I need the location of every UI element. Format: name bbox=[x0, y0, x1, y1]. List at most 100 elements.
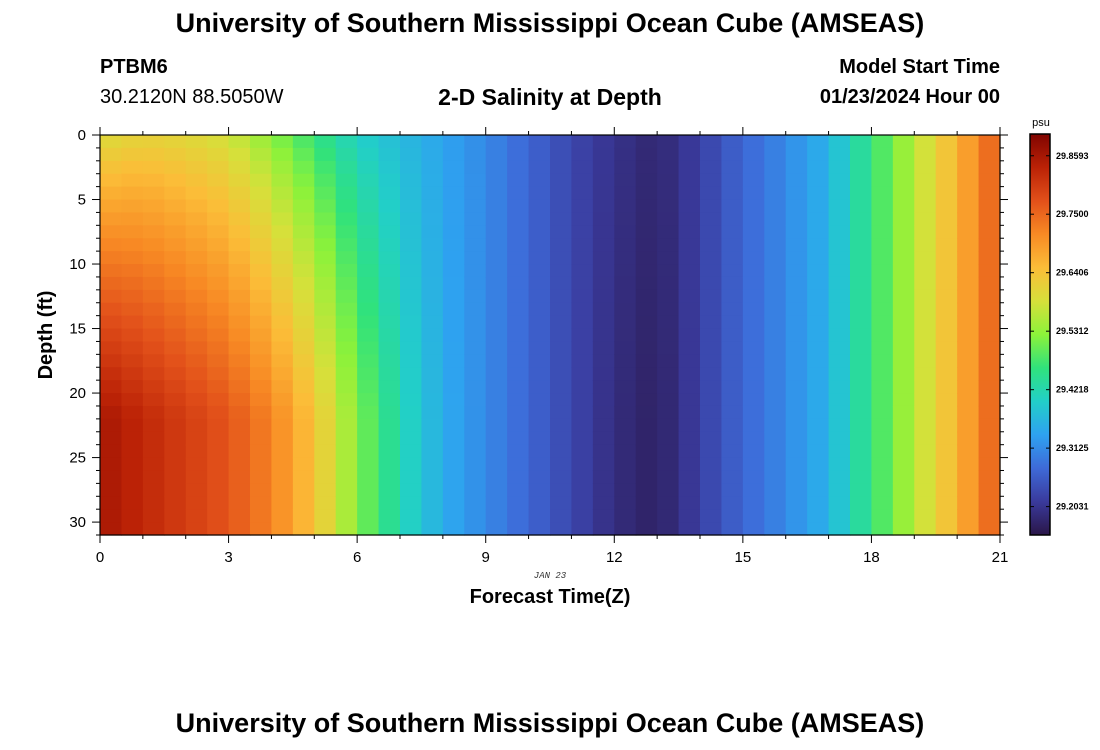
colorbar-tick-label: 29.8593 bbox=[1056, 151, 1089, 161]
heatmap-cell bbox=[592, 276, 615, 291]
heatmap-cell bbox=[357, 444, 380, 459]
heatmap-cell bbox=[635, 212, 658, 226]
heatmap-cell bbox=[507, 238, 530, 252]
heatmap-cell bbox=[271, 393, 294, 407]
heatmap-cell bbox=[935, 160, 958, 175]
heatmap-cell bbox=[850, 315, 873, 330]
heatmap-cell bbox=[978, 509, 1001, 523]
heatmap-cell bbox=[892, 393, 915, 407]
heatmap-cell bbox=[742, 496, 765, 510]
heatmap-cell bbox=[335, 251, 358, 265]
heatmap-cell bbox=[314, 264, 337, 278]
heatmap-cell bbox=[914, 457, 937, 472]
heatmap-cell bbox=[185, 238, 208, 252]
heatmap-cell bbox=[828, 483, 851, 497]
heatmap-cell bbox=[292, 276, 315, 291]
heatmap-cell bbox=[142, 225, 165, 239]
heatmap-cell bbox=[742, 457, 765, 472]
heatmap-cell bbox=[935, 483, 958, 497]
heatmap-cell bbox=[464, 289, 487, 304]
heatmap-cell bbox=[785, 457, 808, 472]
heatmap-cell bbox=[271, 522, 294, 536]
model-start-label: Model Start Time bbox=[839, 56, 1000, 78]
heatmap-cell bbox=[485, 276, 508, 291]
heatmap-cell bbox=[228, 315, 251, 330]
heatmap-cell bbox=[828, 418, 851, 433]
heatmap-cell bbox=[635, 238, 658, 252]
plot-frame bbox=[99, 134, 1001, 536]
heatmap-cell bbox=[592, 173, 615, 188]
heatmap-cell bbox=[657, 160, 680, 175]
heatmap-cell bbox=[721, 522, 744, 536]
heatmap-cell bbox=[742, 302, 765, 317]
heatmap-cell bbox=[378, 328, 401, 343]
heatmap-cell bbox=[785, 302, 808, 317]
heatmap-cell bbox=[378, 186, 401, 201]
heatmap-cell bbox=[614, 483, 637, 497]
heatmap-cell bbox=[442, 160, 465, 175]
heatmap-cell bbox=[935, 418, 958, 433]
heatmap-cell bbox=[828, 147, 851, 162]
heatmap-cell bbox=[892, 135, 915, 149]
heatmap-cell bbox=[207, 483, 230, 497]
heatmap-cell bbox=[742, 186, 765, 201]
heatmap-cell bbox=[528, 393, 551, 407]
heatmap-cell bbox=[850, 199, 873, 214]
heatmap-cell bbox=[657, 405, 680, 420]
heatmap-cell bbox=[485, 225, 508, 239]
heatmap-cell bbox=[700, 315, 723, 330]
heatmap-cell bbox=[678, 367, 701, 381]
heatmap-cell bbox=[100, 264, 123, 278]
heatmap-cell bbox=[871, 264, 894, 278]
heatmap-cell bbox=[657, 431, 680, 446]
heatmap-cell bbox=[978, 431, 1001, 446]
heatmap-cell bbox=[592, 509, 615, 523]
heatmap-cell bbox=[485, 173, 508, 188]
colorbar-tick-label: 29.4218 bbox=[1056, 385, 1089, 395]
heatmap-cell bbox=[442, 264, 465, 278]
heatmap-cell bbox=[292, 418, 315, 433]
x-tick-label: 0 bbox=[96, 549, 104, 566]
heatmap-cell bbox=[250, 212, 273, 226]
heatmap-cell bbox=[121, 328, 144, 343]
heatmap-cell bbox=[935, 444, 958, 459]
heatmap-cell bbox=[164, 238, 187, 252]
heatmap-cell bbox=[700, 393, 723, 407]
heatmap-cell bbox=[250, 328, 273, 343]
heatmap-cell bbox=[421, 199, 444, 214]
heatmap-cell bbox=[978, 496, 1001, 510]
heatmap-cell bbox=[378, 393, 401, 407]
heatmap-cell bbox=[657, 444, 680, 459]
heatmap-cell bbox=[528, 405, 551, 420]
heatmap-cell bbox=[164, 173, 187, 188]
heatmap-cell bbox=[378, 367, 401, 381]
heatmap-cell bbox=[100, 302, 123, 317]
heatmap-cell bbox=[785, 212, 808, 226]
heatmap-cell bbox=[314, 135, 337, 149]
heatmap-cell bbox=[357, 509, 380, 523]
heatmap-cell bbox=[978, 341, 1001, 355]
heatmap-cell bbox=[485, 199, 508, 214]
heatmap-cell bbox=[978, 380, 1001, 394]
heatmap-cell bbox=[721, 276, 744, 291]
heatmap-cell bbox=[485, 367, 508, 381]
heatmap-cell bbox=[935, 238, 958, 252]
heatmap-cell bbox=[635, 509, 658, 523]
heatmap-cell bbox=[314, 457, 337, 472]
heatmap-cell bbox=[550, 251, 573, 265]
heatmap-cell bbox=[721, 251, 744, 265]
heatmap-cell bbox=[785, 341, 808, 355]
heatmap-cell bbox=[314, 186, 337, 201]
heatmap-cell bbox=[485, 135, 508, 149]
heatmap-cell bbox=[721, 341, 744, 355]
heatmap-cell bbox=[592, 186, 615, 201]
heatmap-cell bbox=[785, 238, 808, 252]
heatmap-cell bbox=[871, 496, 894, 510]
y-tick-label: 0 bbox=[78, 127, 86, 144]
heatmap-cell bbox=[185, 328, 208, 343]
y-tick-label: 20 bbox=[69, 385, 86, 402]
heatmap-cell bbox=[635, 276, 658, 291]
heatmap-cell bbox=[571, 225, 594, 239]
heatmap-cell bbox=[292, 251, 315, 265]
heatmap-cell bbox=[121, 418, 144, 433]
